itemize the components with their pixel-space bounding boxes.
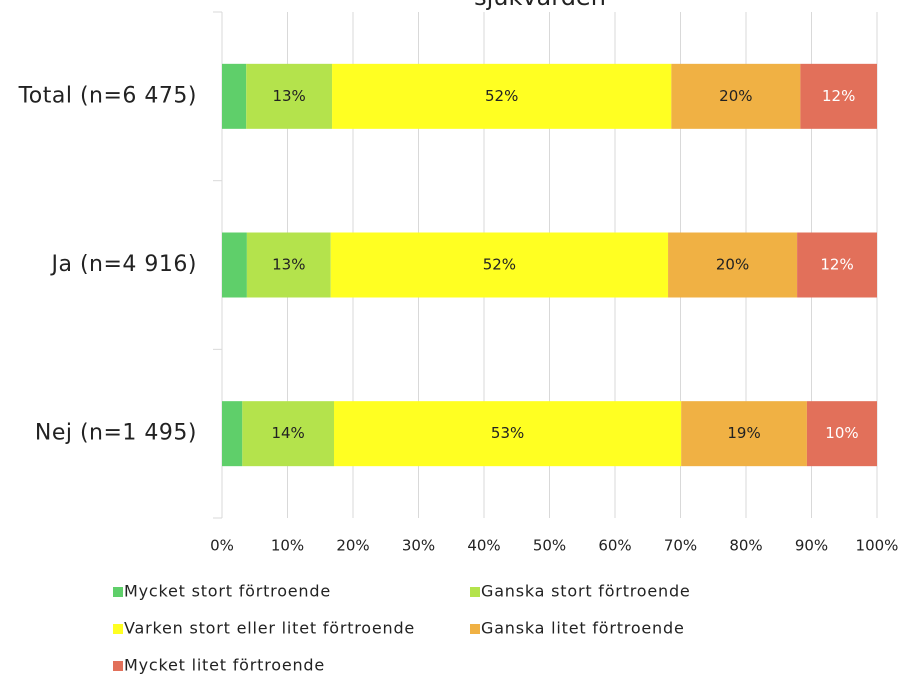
data-label: 19%: [727, 424, 760, 442]
data-label: 52%: [485, 87, 518, 105]
legend-swatch: [113, 624, 123, 634]
bar-segment: [668, 232, 798, 298]
bar-segment: [671, 63, 801, 129]
bar-segment: [222, 401, 243, 467]
bar-segment: [242, 401, 335, 467]
y-tick-label: Nej (n=1 495): [35, 421, 197, 446]
bar-segment: [246, 232, 331, 298]
data-label: 13%: [272, 256, 305, 274]
x-tick-label: 50%: [533, 537, 566, 555]
y-tick-label: Total (n=6 475): [18, 83, 197, 108]
bar-segment: [806, 401, 877, 467]
x-tick-label: 80%: [729, 537, 762, 555]
x-tick-label: 60%: [598, 537, 631, 555]
legend-label: Mycket stort förtroende: [124, 582, 331, 601]
bar-segment: [330, 232, 669, 298]
data-label: 14%: [271, 424, 304, 442]
x-tick-label: 0%: [210, 537, 234, 555]
x-tick-label: 90%: [795, 537, 828, 555]
bar-segment: [334, 401, 682, 467]
x-tick-label: 20%: [336, 537, 369, 555]
x-tick-label: 70%: [664, 537, 697, 555]
x-tick-label: 100%: [856, 537, 899, 555]
data-label: 20%: [716, 256, 749, 274]
data-label: 52%: [483, 256, 516, 274]
legend-swatch: [113, 587, 123, 597]
x-tick-label: 30%: [402, 537, 435, 555]
legend-label: Ganska stort förtroende: [481, 582, 691, 601]
bar-segment: [800, 63, 877, 129]
y-tick-label: Ja (n=4 916): [50, 252, 198, 277]
chart-title: sjukvården: [474, 0, 606, 11]
data-label: 12%: [822, 87, 855, 105]
data-label: 13%: [272, 87, 305, 105]
bar-segment: [797, 232, 877, 298]
data-label: 10%: [825, 424, 858, 442]
bar-segment: [222, 63, 247, 129]
bar-segment: [222, 232, 247, 298]
legend-swatch: [470, 587, 480, 597]
legend-swatch: [470, 624, 480, 634]
bar-segment: [681, 401, 807, 467]
legend-swatch: [113, 661, 123, 671]
bar-segment: [332, 63, 672, 129]
legend-label: Ganska litet förtroende: [481, 619, 685, 638]
x-tick-label: 10%: [271, 537, 304, 555]
x-tick-label: 40%: [467, 537, 500, 555]
legend-label: Varken stort eller litet förtroende: [124, 619, 415, 638]
data-label: 53%: [491, 424, 524, 442]
data-label: 12%: [820, 256, 853, 274]
bar-segment: [246, 63, 333, 129]
legend-label: Mycket litet förtroende: [124, 656, 325, 675]
data-label: 20%: [719, 87, 752, 105]
